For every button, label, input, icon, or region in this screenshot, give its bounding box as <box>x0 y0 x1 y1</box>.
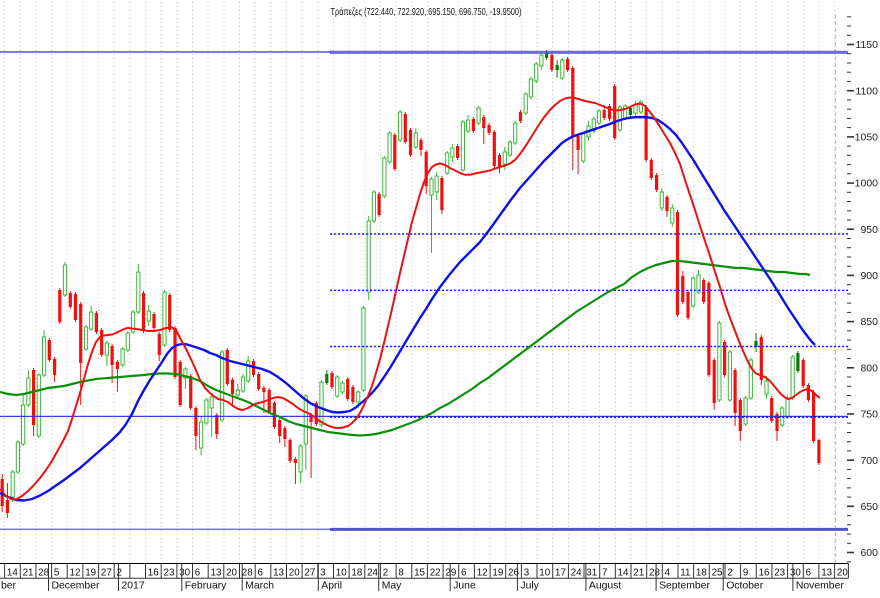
svg-text:March: March <box>245 581 274 592</box>
svg-text:23: 23 <box>164 568 175 579</box>
svg-text:4: 4 <box>665 568 671 579</box>
svg-text:17: 17 <box>555 568 566 579</box>
svg-text:ber: ber <box>1 581 17 592</box>
svg-text:2: 2 <box>117 568 122 579</box>
svg-text:Τράπεζες (722.440, 722.920, 69: Τράπεζες (722.440, 722.920, 695.150, 696… <box>331 6 522 18</box>
svg-text:15: 15 <box>414 568 425 579</box>
svg-text:3: 3 <box>320 568 326 579</box>
svg-text:7: 7 <box>602 568 607 579</box>
svg-text:August: August <box>589 581 621 592</box>
svg-text:February: February <box>185 581 227 592</box>
svg-text:6: 6 <box>461 568 467 579</box>
svg-text:20: 20 <box>289 568 300 579</box>
svg-text:20: 20 <box>226 568 237 579</box>
svg-text:2: 2 <box>383 568 388 579</box>
svg-text:2017: 2017 <box>122 581 145 592</box>
svg-text:December: December <box>52 581 100 592</box>
svg-text:24: 24 <box>367 568 378 579</box>
svg-text:22: 22 <box>430 568 441 579</box>
svg-text:10: 10 <box>539 568 550 579</box>
svg-text:28: 28 <box>38 568 49 579</box>
svg-text:10: 10 <box>336 568 347 579</box>
svg-text:13: 13 <box>211 568 222 579</box>
svg-text:13: 13 <box>821 568 832 579</box>
svg-text:21: 21 <box>633 568 644 579</box>
svg-text:3: 3 <box>524 568 530 579</box>
svg-text:13: 13 <box>273 568 284 579</box>
svg-text:14: 14 <box>618 568 629 579</box>
svg-text:29: 29 <box>445 568 456 579</box>
svg-text:21: 21 <box>23 568 34 579</box>
svg-text:26: 26 <box>508 568 519 579</box>
svg-text:14: 14 <box>7 568 18 579</box>
svg-text:June: June <box>453 581 476 592</box>
svg-text:18: 18 <box>696 568 707 579</box>
svg-text:30: 30 <box>790 568 801 579</box>
svg-text:31: 31 <box>586 568 597 579</box>
svg-text:6: 6 <box>806 568 812 579</box>
svg-text:1000: 1000 <box>855 178 879 190</box>
svg-text:800: 800 <box>860 362 878 374</box>
svg-text:900: 900 <box>860 270 878 282</box>
svg-text:16: 16 <box>759 568 770 579</box>
svg-text:April: April <box>321 581 342 592</box>
svg-text:November: November <box>796 581 844 592</box>
svg-text:16: 16 <box>148 568 159 579</box>
svg-text:24: 24 <box>571 568 582 579</box>
svg-text:600: 600 <box>860 547 878 559</box>
svg-text:23: 23 <box>774 568 785 579</box>
svg-text:May: May <box>382 581 402 592</box>
svg-text:27: 27 <box>101 568 112 579</box>
svg-text:700: 700 <box>860 455 878 467</box>
svg-text:25: 25 <box>712 568 723 579</box>
svg-text:8: 8 <box>398 568 404 579</box>
svg-text:18: 18 <box>351 568 362 579</box>
svg-text:6: 6 <box>195 568 201 579</box>
svg-text:19: 19 <box>492 568 503 579</box>
svg-text:27: 27 <box>304 568 315 579</box>
svg-text:850: 850 <box>860 316 878 328</box>
svg-text:28: 28 <box>649 568 660 579</box>
svg-text:19: 19 <box>85 568 96 579</box>
svg-text:11: 11 <box>680 568 690 579</box>
svg-text:October: October <box>726 581 764 592</box>
svg-text:5: 5 <box>54 568 60 579</box>
svg-text:1050: 1050 <box>855 132 879 144</box>
svg-text:6: 6 <box>258 568 264 579</box>
svg-text:12: 12 <box>477 568 488 579</box>
svg-text:28: 28 <box>242 568 253 579</box>
svg-text:9: 9 <box>743 568 748 579</box>
svg-text:20: 20 <box>837 568 848 579</box>
svg-text:750: 750 <box>860 409 878 421</box>
svg-text:950: 950 <box>860 224 878 236</box>
svg-text:July: July <box>520 581 539 592</box>
svg-text:1100: 1100 <box>855 85 878 97</box>
svg-text:30: 30 <box>179 568 190 579</box>
svg-text:650: 650 <box>860 501 878 513</box>
svg-text:2: 2 <box>727 568 732 579</box>
svg-text:1150: 1150 <box>855 39 878 51</box>
svg-text:September: September <box>659 581 710 592</box>
svg-text:12: 12 <box>70 568 81 579</box>
